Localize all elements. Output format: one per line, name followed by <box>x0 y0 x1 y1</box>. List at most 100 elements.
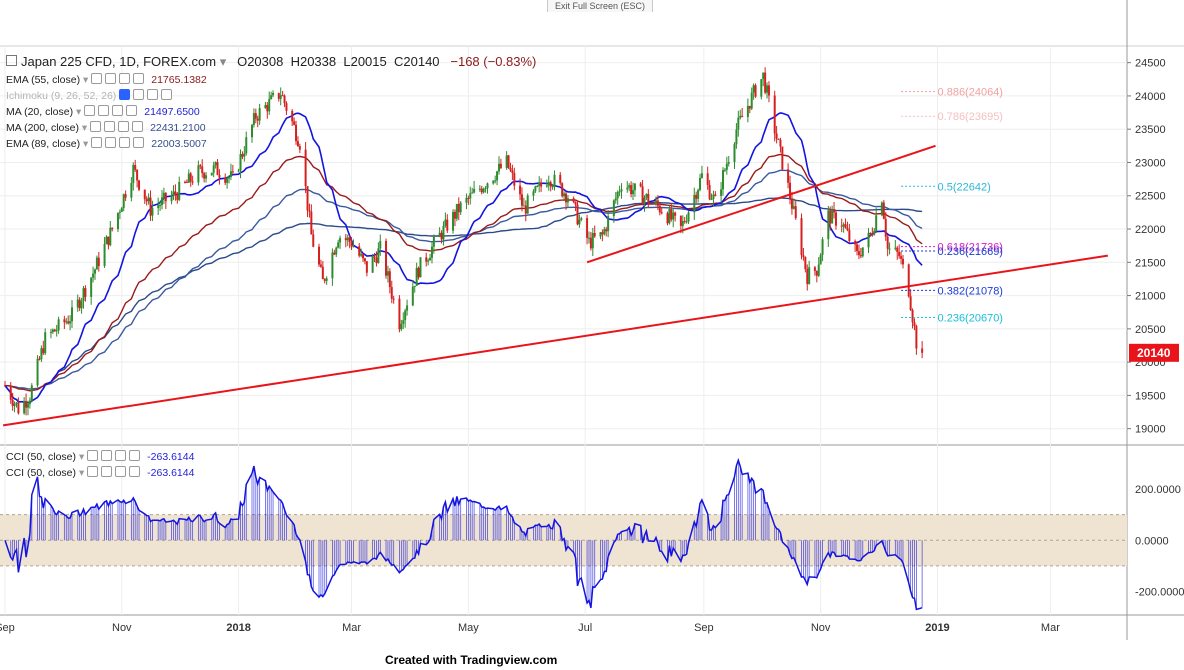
gear-icon[interactable] <box>104 121 116 132</box>
candle-body <box>645 193 648 198</box>
candle-body <box>628 185 631 188</box>
candle-body <box>789 182 792 199</box>
x-tick-label: Sep <box>0 622 15 634</box>
candle-body <box>402 320 405 324</box>
cci-tick-label: -200.0000 <box>1135 587 1184 599</box>
candle-body <box>844 224 847 228</box>
cci-indicator <box>4 457 923 611</box>
eye-icon[interactable] <box>87 466 99 477</box>
legend-row-ichimoku[interactable]: Ichimoku (9, 26, 52, 26) <box>6 88 207 104</box>
candle-body <box>388 271 391 288</box>
candle-body <box>49 332 52 334</box>
close-icon[interactable] <box>161 89 173 100</box>
candle-body <box>524 205 527 214</box>
candle-body <box>404 310 407 321</box>
candle-body <box>658 205 661 213</box>
candle-body <box>346 237 349 241</box>
eye-icon[interactable] <box>84 105 96 116</box>
candle-body <box>161 197 164 205</box>
candle-body <box>319 264 322 267</box>
y-tick-label: 21500 <box>1135 257 1166 269</box>
add-icon[interactable] <box>115 450 127 461</box>
candle-body <box>118 211 121 213</box>
candle-body <box>723 169 726 171</box>
candle-body <box>229 171 232 178</box>
candle-body <box>159 204 162 206</box>
symbol-title[interactable]: Japan 225 CFD, 1D, FOREX.com <box>21 54 217 69</box>
candle-body <box>695 194 698 199</box>
collapse-icon[interactable] <box>6 55 17 66</box>
candle-body <box>40 348 43 360</box>
close-icon[interactable] <box>133 137 145 148</box>
add-icon[interactable] <box>112 105 124 116</box>
candle-body <box>861 247 864 257</box>
candle-body <box>71 307 74 322</box>
candle-body <box>430 246 433 258</box>
candle-body <box>507 155 510 168</box>
chevron-down-icon[interactable]: ▾ <box>78 467 85 479</box>
candle-body <box>237 170 240 172</box>
gear-icon[interactable] <box>105 137 117 148</box>
chevron-down-icon[interactable]: ▾ <box>78 451 85 463</box>
candle-body <box>829 210 832 224</box>
eye-icon[interactable] <box>119 89 131 100</box>
close-icon[interactable] <box>129 466 141 477</box>
candle-body <box>411 286 414 306</box>
candle-body <box>777 138 780 140</box>
candle-body <box>105 236 108 244</box>
candle-body <box>30 385 33 401</box>
dropdown-chevron-icon[interactable]: ▾ <box>219 54 227 69</box>
candle-body <box>69 321 72 324</box>
candle-body <box>647 193 650 204</box>
candle-body <box>321 266 324 280</box>
chevron-down-icon[interactable]: ▾ <box>83 138 89 150</box>
close-icon[interactable] <box>132 121 144 132</box>
header-band <box>0 12 1184 46</box>
gear-icon[interactable] <box>133 89 145 100</box>
chevron-down-icon[interactable]: ▾ <box>81 122 88 134</box>
candle-body <box>700 173 703 178</box>
candle-body <box>80 301 83 309</box>
legend-row-ema89[interactable]: EMA (89, close) ▾ 22003.5007 <box>6 136 207 152</box>
gear-icon[interactable] <box>101 450 113 461</box>
add-icon[interactable] <box>119 137 131 148</box>
legend-row-ema55[interactable]: EMA (55, close) ▾ 21765.1382 <box>6 72 207 88</box>
candle-body <box>589 237 592 249</box>
candle-body <box>93 269 96 274</box>
candle-body <box>760 79 763 97</box>
candle-body <box>38 358 41 360</box>
close-icon[interactable] <box>129 450 141 461</box>
candle-body <box>212 165 215 173</box>
candle-body <box>857 251 860 256</box>
add-icon[interactable] <box>147 89 159 100</box>
candle-body <box>497 163 500 172</box>
candle-body <box>607 216 610 232</box>
candle-body <box>748 105 751 109</box>
candle-body <box>856 244 859 252</box>
y-tick-label: 21000 <box>1135 291 1166 303</box>
candle-body <box>442 225 445 240</box>
add-icon[interactable] <box>118 121 130 132</box>
legend-row-cci[interactable]: CCI (50, close) ▾ -263.6144 <box>6 449 194 465</box>
candle-body <box>712 194 715 199</box>
add-icon[interactable] <box>119 73 131 84</box>
legend-row-ma20[interactable]: MA (20, close) ▾ 21497.6500 <box>6 104 207 120</box>
close-icon[interactable] <box>133 73 145 84</box>
eye-icon[interactable] <box>90 121 102 132</box>
legend-row-cci[interactable]: CCI (50, close) ▾ -263.6144 <box>6 465 194 481</box>
legend-row-ma200[interactable]: MA (200, close) ▾ 22431.2100 <box>6 120 207 136</box>
add-icon[interactable] <box>115 466 127 477</box>
x-tick-label: Jul <box>578 622 592 634</box>
eye-icon[interactable] <box>87 450 99 461</box>
eye-icon[interactable] <box>91 137 103 148</box>
chevron-down-icon[interactable]: ▾ <box>76 106 82 118</box>
gear-icon[interactable] <box>98 105 110 116</box>
gear-icon[interactable] <box>101 466 113 477</box>
eye-icon[interactable] <box>91 73 103 84</box>
close-icon[interactable] <box>126 105 138 116</box>
chevron-down-icon[interactable]: ▾ <box>83 74 89 86</box>
gear-icon[interactable] <box>105 73 117 84</box>
candle-body <box>170 195 173 202</box>
candle-body <box>365 261 368 273</box>
